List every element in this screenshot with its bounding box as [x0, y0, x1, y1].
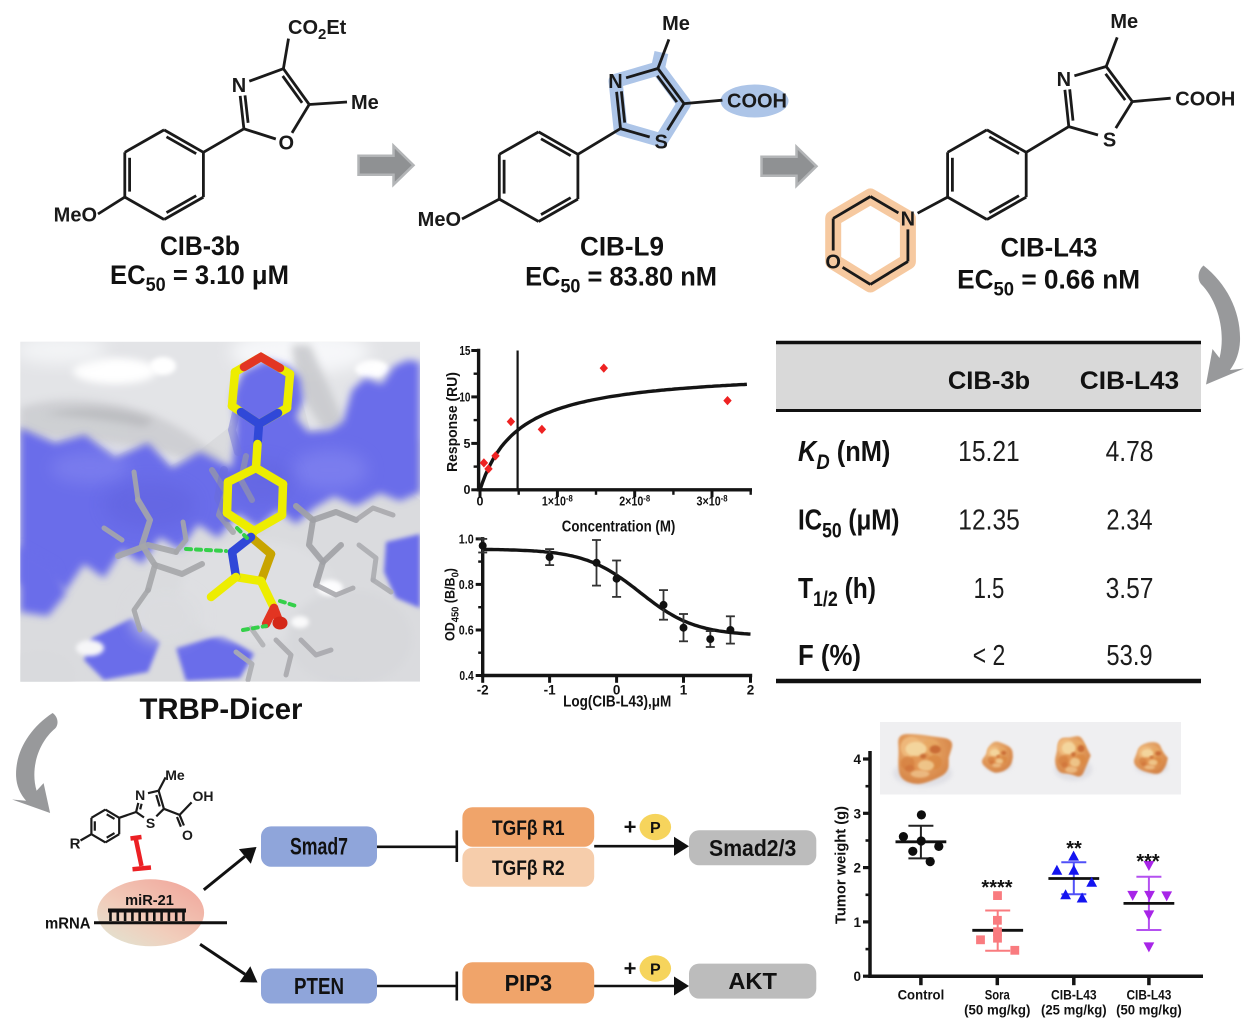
- svg-text:PIP3: PIP3: [505, 970, 552, 996]
- svg-text:2: 2: [853, 861, 861, 876]
- svg-text:5: 5: [464, 437, 471, 451]
- svg-text:KD (nM): KD (nM): [798, 434, 890, 474]
- svg-text:COOH: COOH: [727, 91, 787, 113]
- svg-text:P: P: [650, 961, 661, 978]
- svg-text:+: +: [624, 815, 637, 840]
- svg-text:Me: Me: [351, 92, 379, 114]
- svg-text:1.5: 1.5: [974, 573, 1005, 604]
- svg-text:4.78: 4.78: [1106, 435, 1154, 467]
- svg-text:S: S: [655, 131, 668, 153]
- svg-text:S: S: [146, 815, 155, 831]
- svg-text:****: ****: [981, 877, 1012, 899]
- svg-text:COOH: COOH: [1175, 89, 1235, 111]
- svg-text:1: 1: [680, 683, 688, 698]
- svg-text:(25 mg/kg): (25 mg/kg): [1041, 1002, 1107, 1017]
- svg-text:12.35: 12.35: [958, 504, 1019, 536]
- svg-text:Smad7: Smad7: [290, 833, 348, 861]
- svg-text:Response (RU): Response (RU): [445, 372, 461, 472]
- svg-text:Log(CIB-L43),μM: Log(CIB-L43),μM: [563, 694, 671, 711]
- svg-text:O: O: [182, 827, 193, 843]
- svg-text:0: 0: [464, 483, 471, 497]
- svg-text:F (%): F (%): [798, 639, 861, 672]
- svg-text:0: 0: [853, 969, 861, 984]
- svg-text:CIB-L43: CIB-L43: [1126, 987, 1171, 1003]
- svg-text:-1: -1: [544, 683, 556, 698]
- svg-text:R: R: [70, 836, 81, 853]
- svg-text:O: O: [825, 252, 841, 274]
- svg-text:4: 4: [853, 752, 861, 767]
- svg-text:CIB-3b: CIB-3b: [160, 232, 240, 261]
- svg-text:15: 15: [459, 345, 470, 358]
- svg-text:3: 3: [853, 806, 861, 821]
- svg-text:0: 0: [613, 683, 621, 698]
- svg-text:3×10-8: 3×10-8: [697, 493, 728, 509]
- svg-text:2.34: 2.34: [1106, 503, 1152, 536]
- svg-text:PTEN: PTEN: [294, 974, 344, 999]
- svg-text:EC50 = 3.10 μM: EC50 = 3.10 μM: [110, 259, 289, 295]
- svg-text:N: N: [1057, 69, 1071, 91]
- svg-text:Me: Me: [1110, 11, 1138, 33]
- svg-text:+: +: [624, 956, 637, 981]
- svg-text:1×10-8: 1×10-8: [542, 493, 573, 509]
- svg-text:N: N: [135, 787, 145, 803]
- svg-text:(50 mg/kg): (50 mg/kg): [964, 1002, 1030, 1017]
- svg-text:< 2: < 2: [973, 638, 1005, 671]
- svg-text:O: O: [279, 132, 295, 154]
- svg-text:1.0: 1.0: [459, 531, 474, 546]
- svg-text:1: 1: [853, 915, 861, 930]
- svg-text:N: N: [608, 71, 622, 93]
- svg-text:15.21: 15.21: [958, 435, 1020, 467]
- svg-text:CIB-L43: CIB-L43: [1051, 987, 1097, 1003]
- svg-text:OD450 (B/B0): OD450 (B/B0): [442, 568, 462, 641]
- svg-text:TGFβ R1: TGFβ R1: [492, 816, 565, 840]
- svg-text:0.4: 0.4: [459, 669, 474, 683]
- svg-text:0: 0: [477, 494, 484, 508]
- svg-text:EC50 = 0.66 nM: EC50 = 0.66 nM: [957, 264, 1140, 299]
- svg-text:S: S: [1103, 129, 1116, 151]
- svg-text:53.9: 53.9: [1106, 639, 1152, 672]
- svg-text:0.6: 0.6: [459, 623, 474, 638]
- svg-text:0.8: 0.8: [459, 577, 474, 592]
- svg-text:CIB-L43: CIB-L43: [1080, 368, 1179, 395]
- svg-text:**: **: [1066, 838, 1082, 860]
- svg-text:P: P: [650, 820, 661, 837]
- svg-text:2: 2: [747, 683, 755, 698]
- svg-text:MeO: MeO: [54, 205, 97, 227]
- svg-text:OH: OH: [193, 788, 214, 804]
- svg-text:Control: Control: [898, 987, 945, 1002]
- svg-text:N: N: [901, 208, 915, 230]
- svg-text:Me: Me: [165, 767, 185, 783]
- svg-text:***: ***: [1136, 851, 1160, 873]
- svg-text:CO2Et: CO2Et: [288, 17, 347, 43]
- svg-text:MeO: MeO: [418, 209, 461, 231]
- svg-text:2×10-8: 2×10-8: [619, 493, 650, 509]
- svg-text:Me: Me: [662, 13, 690, 35]
- svg-text:-2: -2: [477, 683, 489, 698]
- svg-text:miR-21: miR-21: [125, 893, 174, 909]
- svg-text:TGFβ R2: TGFβ R2: [492, 857, 565, 881]
- svg-text:AKT: AKT: [728, 968, 777, 994]
- svg-text:10: 10: [459, 391, 470, 404]
- svg-text:(50 mg/kg): (50 mg/kg): [1116, 1002, 1182, 1017]
- svg-text:N: N: [232, 75, 246, 97]
- svg-text:CIB-L9: CIB-L9: [580, 231, 664, 262]
- svg-text:Concentration (M): Concentration (M): [562, 519, 676, 536]
- svg-text:TRBP-Dicer: TRBP-Dicer: [140, 693, 303, 726]
- svg-text:Tumor weight (g): Tumor weight (g): [834, 806, 850, 924]
- svg-text:Smad2/3: Smad2/3: [709, 835, 796, 861]
- svg-text:EC50 = 83.80 nM: EC50 = 83.80 nM: [525, 261, 717, 297]
- svg-text:mRNA: mRNA: [45, 915, 91, 933]
- svg-text:3.57: 3.57: [1106, 572, 1154, 604]
- svg-text:Sora: Sora: [985, 986, 1011, 1003]
- svg-text:CIB-L43: CIB-L43: [1000, 232, 1097, 263]
- svg-text:CIB-3b: CIB-3b: [948, 367, 1030, 395]
